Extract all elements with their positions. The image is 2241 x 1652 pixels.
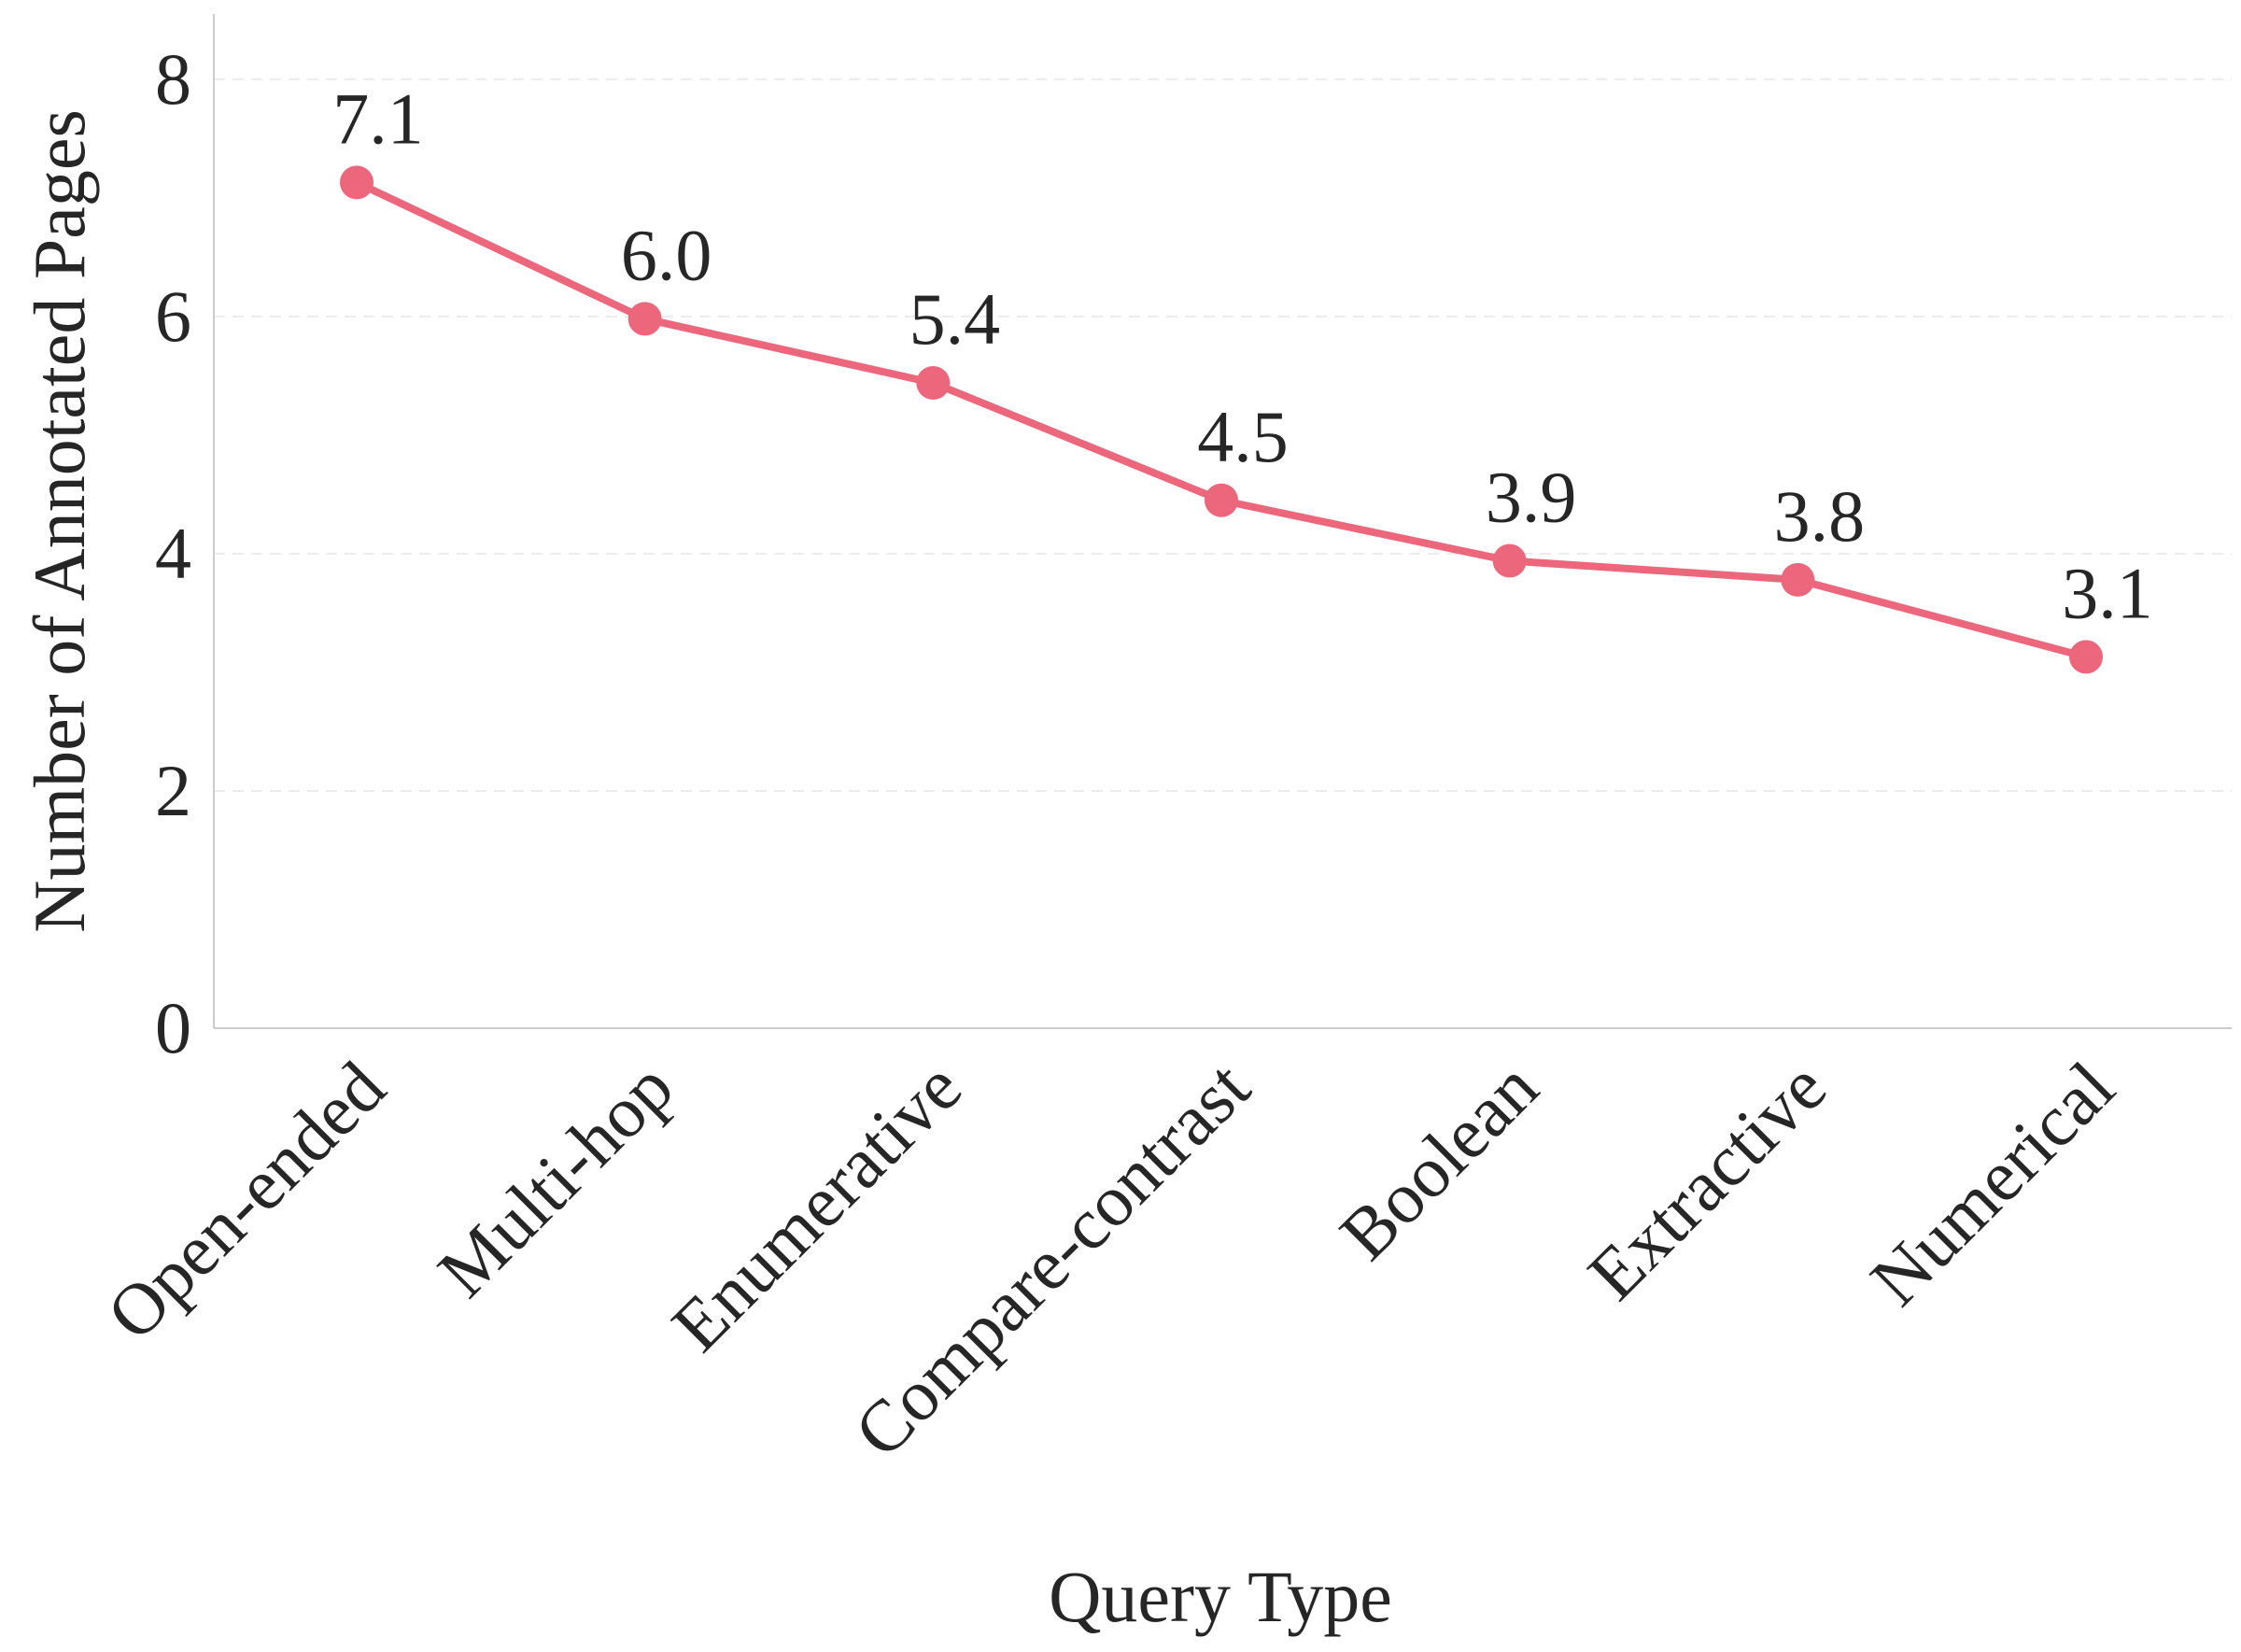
x-tick-label: Numerical [1854, 1046, 2129, 1320]
data-point [1205, 483, 1238, 517]
x-tick-label: Extractive [1572, 1046, 1841, 1315]
series [340, 165, 2103, 674]
x-axis-title: Query Type [1049, 1556, 1392, 1637]
grid-lines [214, 78, 2232, 792]
y-tick-label: 6 [155, 275, 191, 357]
data-label: 6.0 [621, 214, 712, 295]
data-label: 3.8 [1774, 475, 1866, 557]
x-tick-label: Multi-hop [422, 1046, 688, 1312]
y-axis-title: Number of Annotated Pages [19, 109, 100, 933]
y-tick-labels: 0 2 4 6 8 [155, 38, 191, 1068]
y-tick-label: 0 [155, 987, 191, 1068]
data-label: 7.1 [332, 78, 424, 159]
data-point [1492, 544, 1527, 578]
data-point [916, 366, 951, 401]
data-point [627, 302, 662, 336]
x-tick-label: Enumerative [656, 1046, 977, 1366]
data-point [1781, 562, 1815, 597]
y-tick-label: 8 [155, 38, 191, 120]
data-label: 4.5 [1197, 396, 1289, 477]
data-label: 3.1 [2062, 552, 2153, 633]
data-label: 3.9 [1486, 457, 1577, 538]
x-tick-labels: Open-ended Multi-hopEnumerativeCompare-co… [92, 1046, 2130, 1473]
x-tick-label: Boolean [1324, 1046, 1553, 1275]
axes [213, 14, 2232, 1029]
y-tick-label: 2 [155, 750, 191, 831]
data-point [2069, 640, 2103, 674]
data-labels: 7.1 6.0 5.4 4.5 3.9 3.8 3.1 [332, 78, 2153, 633]
data-label: 5.4 [909, 278, 1001, 360]
x-tick-label: Open-ended [92, 1046, 401, 1355]
y-tick-label: 4 [155, 513, 191, 594]
data-point [340, 165, 374, 200]
